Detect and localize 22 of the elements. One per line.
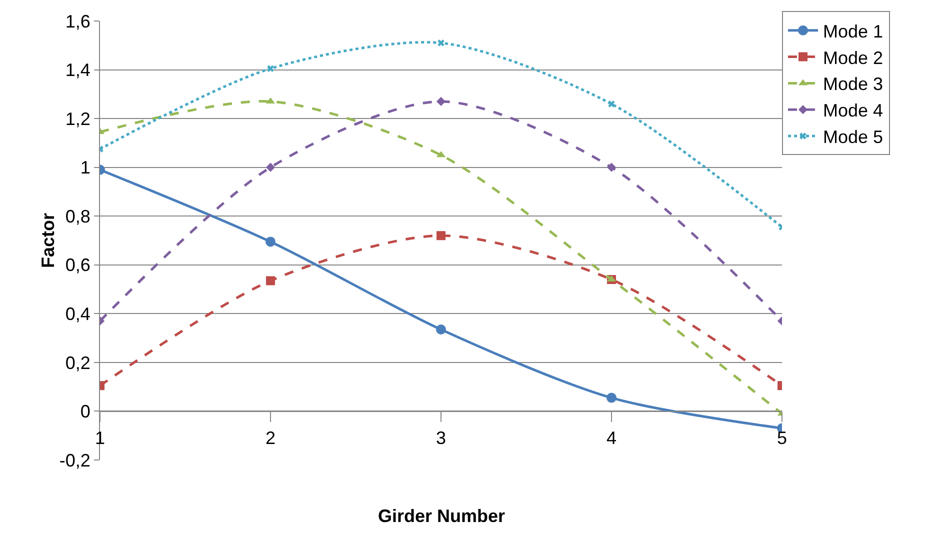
y-tick-label: 0,4 [65,304,90,324]
x-tick-label: 5 [776,428,788,448]
y-tick-label: 1,6 [65,11,90,32]
x-axis-title: Girder Number [378,506,506,526]
y-tick-label: 0 [80,402,90,422]
legend-label: Mode 5 [823,127,884,148]
y-tick-label: 1,2 [65,108,90,129]
legend-label: Mode 2 [823,48,884,68]
y-axis-title: Factor [38,212,58,268]
y-tick-label: 1,4 [65,60,90,80]
x-tick-label: 1 [94,428,106,448]
y-tick-label: 0,2 [65,352,90,373]
x-tick-label: 2 [265,428,276,448]
x-tick-label: 4 [606,428,617,448]
legend-label: Mode 3 [823,74,884,94]
legend-label: Mode 1 [823,21,884,42]
y-tick-label: -0,2 [59,450,90,470]
legend-label: Mode 4 [823,100,884,121]
y-tick-label: 1 [80,158,90,178]
y-tick-label: 0,8 [65,206,90,226]
x-tick-label: 3 [436,428,446,448]
y-tick-label: 0,6 [65,255,90,276]
